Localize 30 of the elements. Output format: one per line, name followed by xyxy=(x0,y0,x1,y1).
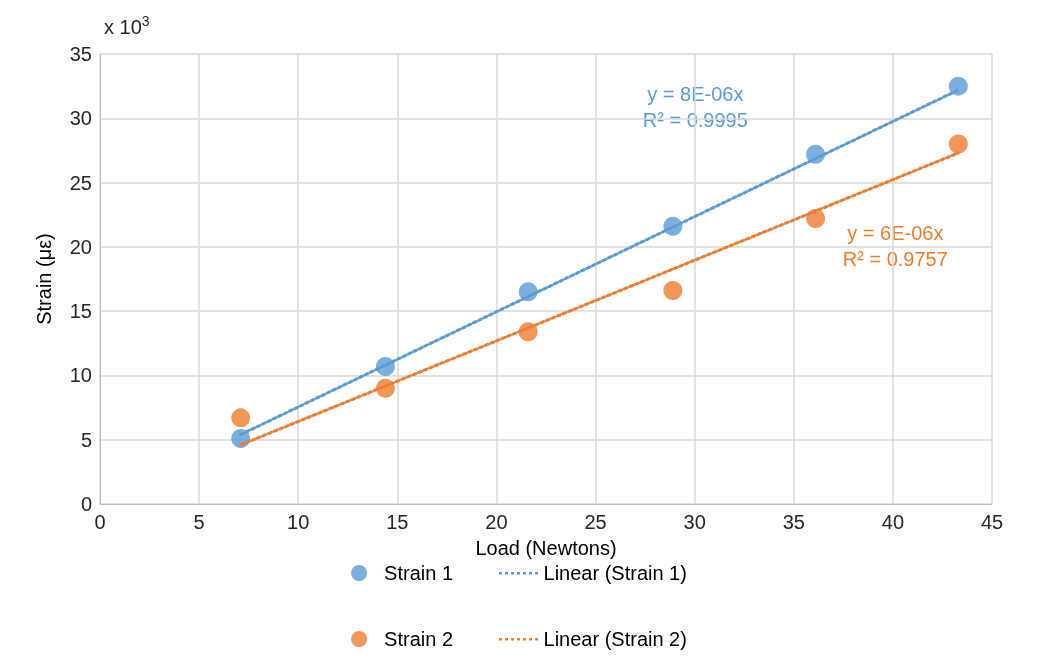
x-tick-label: 10 xyxy=(287,511,310,533)
legend-label: Linear (Strain 1) xyxy=(543,562,687,584)
point xyxy=(231,408,251,428)
legend-label: Strain 2 xyxy=(384,628,454,650)
x-tick-label: 30 xyxy=(683,511,706,533)
annotation: y = 8E-06x R² = 0.9995 xyxy=(642,83,748,131)
x-tick-label: 25 xyxy=(584,511,607,533)
x-tick-label: 15 xyxy=(386,511,409,533)
x-tick-label: 20 xyxy=(485,511,508,533)
y-tick-label: 30 xyxy=(69,107,92,130)
y-tick-label: 25 xyxy=(69,171,92,194)
y-tick-label: 5 xyxy=(80,428,92,451)
annotation: y = 6E-06x R² = 0.9757 xyxy=(842,222,948,270)
point xyxy=(948,76,968,96)
x-tick-label: 45 xyxy=(980,511,1004,533)
y-axis-title: Strain (με) xyxy=(33,233,55,325)
y-tick-label: 35 xyxy=(69,43,92,65)
point xyxy=(948,134,968,154)
legend-label: Strain 1 xyxy=(384,562,454,584)
y-tick-label: 20 xyxy=(69,235,92,258)
x-tick-label: 40 xyxy=(881,511,905,533)
y-tick-label: 10 xyxy=(69,364,92,387)
x-tick-label: 5 xyxy=(193,511,205,533)
legend-label: Linear (Strain 2) xyxy=(543,628,687,650)
x-tick-label: 0 xyxy=(94,511,106,533)
x-tick-label: 35 xyxy=(782,511,805,533)
x-axis-title: Load (Newtons) xyxy=(475,537,617,559)
y-tick-label: 0 xyxy=(80,493,92,515)
y-tick-label: 15 xyxy=(69,300,92,323)
point xyxy=(663,281,683,301)
